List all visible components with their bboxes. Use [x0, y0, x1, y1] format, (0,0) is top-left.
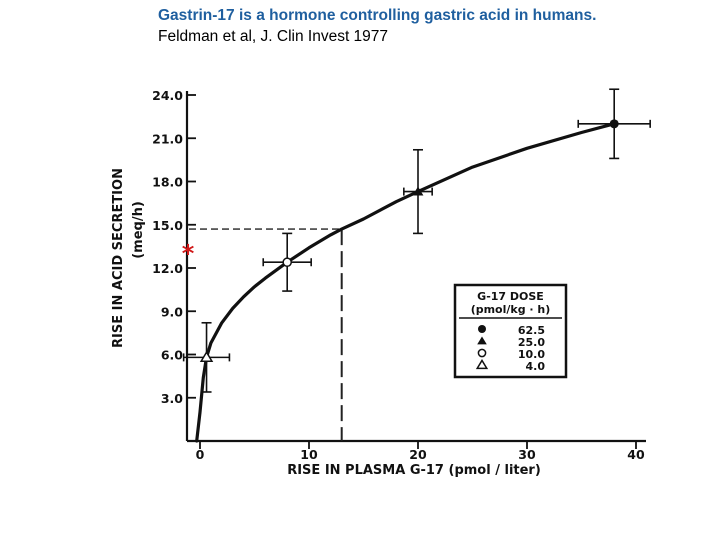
legend-entries: 62.525.010.04.0 [475, 324, 546, 373]
asterisk-annotation: * [182, 240, 195, 268]
y-tick-label: 15.0 [152, 218, 183, 233]
legend-marker [477, 336, 487, 345]
x-tick-label: 40 [627, 447, 645, 462]
y-tick-label: 9.0 [161, 304, 183, 319]
legend-entry-62-5: 62.5 [478, 324, 545, 337]
y-tick-label: 21.0 [152, 131, 183, 146]
data-marker [282, 257, 293, 268]
slide-title: Gastrin-17 is a hormone controlling gast… [158, 7, 597, 24]
x-axis-title: RISE IN PLASMA G-17 (pmol / liter) [287, 463, 541, 478]
legend: G-17 DOSE (pmol/kg · h) 62.525.010.04.0 [453, 283, 568, 379]
x-tick-label: 0 [196, 447, 205, 462]
x-tick-label: 20 [409, 447, 427, 462]
y-axis-unit: (meq/h) [131, 201, 146, 259]
legend-marker [477, 348, 487, 358]
data-point-dose-10-0 [262, 232, 312, 292]
data-point-dose-4-0 [182, 321, 231, 393]
legend-label: 62.5 [518, 324, 545, 337]
x-tick-label: 10 [300, 447, 318, 462]
x-tick-label: 30 [518, 447, 536, 462]
data-marker [199, 350, 214, 362]
legend-entry-25-0: 25.0 [477, 336, 545, 349]
y-tick-label: 3.0 [161, 391, 183, 406]
reference-lines [189, 228, 343, 441]
legend-entry-10-0: 10.0 [477, 348, 545, 361]
y-tick-label: 12.0 [152, 261, 183, 276]
data-point-dose-25-0 [403, 148, 433, 235]
legend-label: 4.0 [526, 360, 546, 373]
legend-label: 10.0 [518, 348, 545, 361]
x-tick-labels: 0 10 20 30 40 [196, 447, 645, 462]
data-point-dose-62-5 [577, 88, 651, 160]
y-tick-labels: 3.0 6.0 9.0 12.0 15.0 18.0 21.0 24.0 [152, 88, 183, 406]
legend-marker [475, 358, 489, 370]
data-marker [609, 119, 619, 129]
slide-citation: Feldman et al, J. Clin Invest 1977 [158, 28, 389, 45]
data-points [182, 88, 651, 393]
legend-entry-4-0: 4.0 [475, 358, 546, 373]
legend-title: G-17 DOSE [477, 290, 544, 303]
legend-subtitle: (pmol/kg · h) [471, 303, 551, 316]
chart-axes [185, 91, 646, 449]
legend-label: 25.0 [518, 336, 545, 349]
y-axis-title-group: RISE IN ACID SECRETION (meq/h) [111, 168, 146, 348]
y-tick-label: 24.0 [152, 88, 183, 103]
fit-curve [195, 122, 616, 443]
data-marker [412, 186, 424, 196]
y-axis-title: RISE IN ACID SECRETION [111, 168, 126, 348]
y-tick-label: 18.0 [152, 175, 183, 190]
legend-box [453, 283, 568, 379]
legend-marker [478, 325, 486, 333]
y-tick-label: 6.0 [161, 348, 183, 363]
